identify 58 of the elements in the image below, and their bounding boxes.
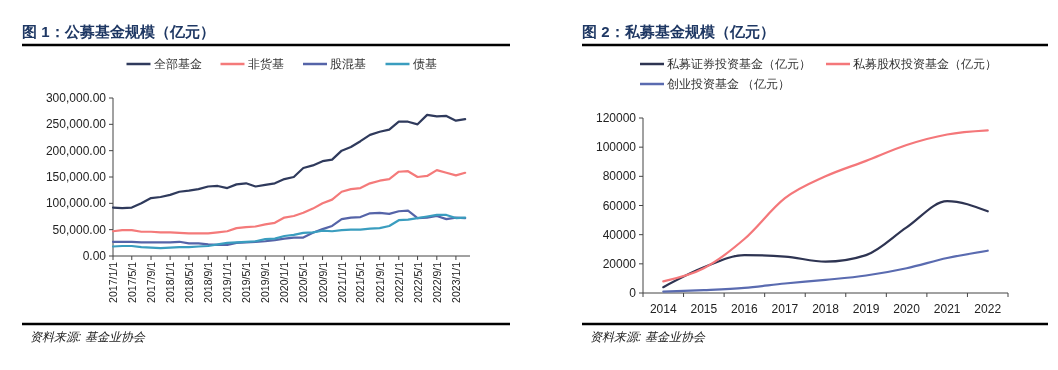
y-tick-label: 40000 — [602, 227, 637, 242]
chart-title: 图 1：公募基金规模（亿元） — [22, 23, 215, 40]
x-tick-label: 2022/1/1 — [392, 261, 405, 303]
chart-title: 图 2：私募基金规模（亿元） — [582, 23, 775, 40]
x-tick-label: 2017/5/1 — [125, 261, 138, 303]
x-tick-label: 2020 — [893, 302, 921, 316]
line-series — [662, 129, 989, 283]
x-tick-label: 2018/1/1 — [164, 261, 177, 303]
y-tick-label: 0.00 — [82, 249, 107, 263]
y-tick-label: 50,000.00 — [52, 222, 107, 237]
x-tick-label: 2020/9/1 — [316, 261, 329, 303]
x-tick-label: 2019/5/1 — [240, 261, 253, 303]
x-tick-label: 2019/1/1 — [221, 261, 234, 303]
x-tick-label: 2021/9/1 — [373, 261, 386, 303]
y-tick-label: 100000 — [595, 140, 637, 155]
y-tick-label: 80000 — [602, 169, 637, 184]
x-tick-label: 2019 — [852, 302, 880, 316]
x-tick-label: 2021 — [933, 302, 961, 316]
line-series — [111, 169, 467, 235]
y-tick-label: 300,000.00 — [45, 91, 107, 105]
x-tick-label: 2020/1/1 — [278, 261, 291, 303]
y-tick-label: 0 — [629, 286, 637, 300]
x-tick-label: 2023/1/1 — [449, 261, 462, 303]
x-tick-label: 2017 — [771, 302, 799, 316]
legend-label: 全部基金 — [153, 57, 202, 70]
y-tick-label: 20000 — [602, 256, 637, 271]
legend-label: 债基 — [412, 58, 437, 70]
legend-label: 私募证券投资基金（亿元） — [667, 58, 811, 71]
x-tick-label: 2017/9/1 — [145, 261, 158, 303]
text: 资料来源: 基金业协会 — [30, 330, 146, 344]
x-tick-label: 2021/5/1 — [354, 261, 367, 303]
y-tick-label: 200,000.00 — [45, 143, 107, 158]
x-tick-label: 2022/9/1 — [430, 261, 443, 303]
x-tick-label: 2021/1/1 — [335, 261, 348, 303]
y-tick-label: 250,000.00 — [45, 117, 107, 132]
line-series — [111, 113, 467, 210]
y-tick-label: 120000 — [595, 111, 637, 125]
legend-label: 私募股权投资基金（亿元） — [853, 58, 997, 71]
x-tick-label: 2018/5/1 — [182, 261, 195, 303]
legend-label: 非货基 — [247, 58, 284, 71]
x-tick-label: 2020/5/1 — [297, 261, 310, 303]
x-tick-label: 2018 — [812, 302, 840, 316]
legend-label: 创业投资基金 （亿元） — [667, 78, 791, 91]
x-tick-label: 2018/9/1 — [202, 261, 215, 303]
y-tick-label: 60000 — [602, 198, 637, 213]
legend-label: 股混基 — [330, 58, 366, 70]
x-tick-label: 2015 — [690, 302, 718, 316]
x-tick-label: 2022 — [974, 302, 1002, 316]
x-tick-label: 2014 — [649, 302, 677, 316]
y-tick-label: 100,000.00 — [45, 196, 107, 211]
y-tick-label: 150,000.00 — [45, 170, 107, 184]
x-tick-label: 2022/5/1 — [411, 261, 424, 303]
line-series — [662, 200, 989, 289]
x-tick-label: 2016 — [731, 302, 759, 316]
line-series — [662, 249, 989, 293]
x-tick-label: 2017/1/1 — [107, 261, 119, 303]
x-tick-label: 2019/9/1 — [259, 261, 272, 303]
text: 资料来源: 基金业协会 — [590, 330, 706, 344]
